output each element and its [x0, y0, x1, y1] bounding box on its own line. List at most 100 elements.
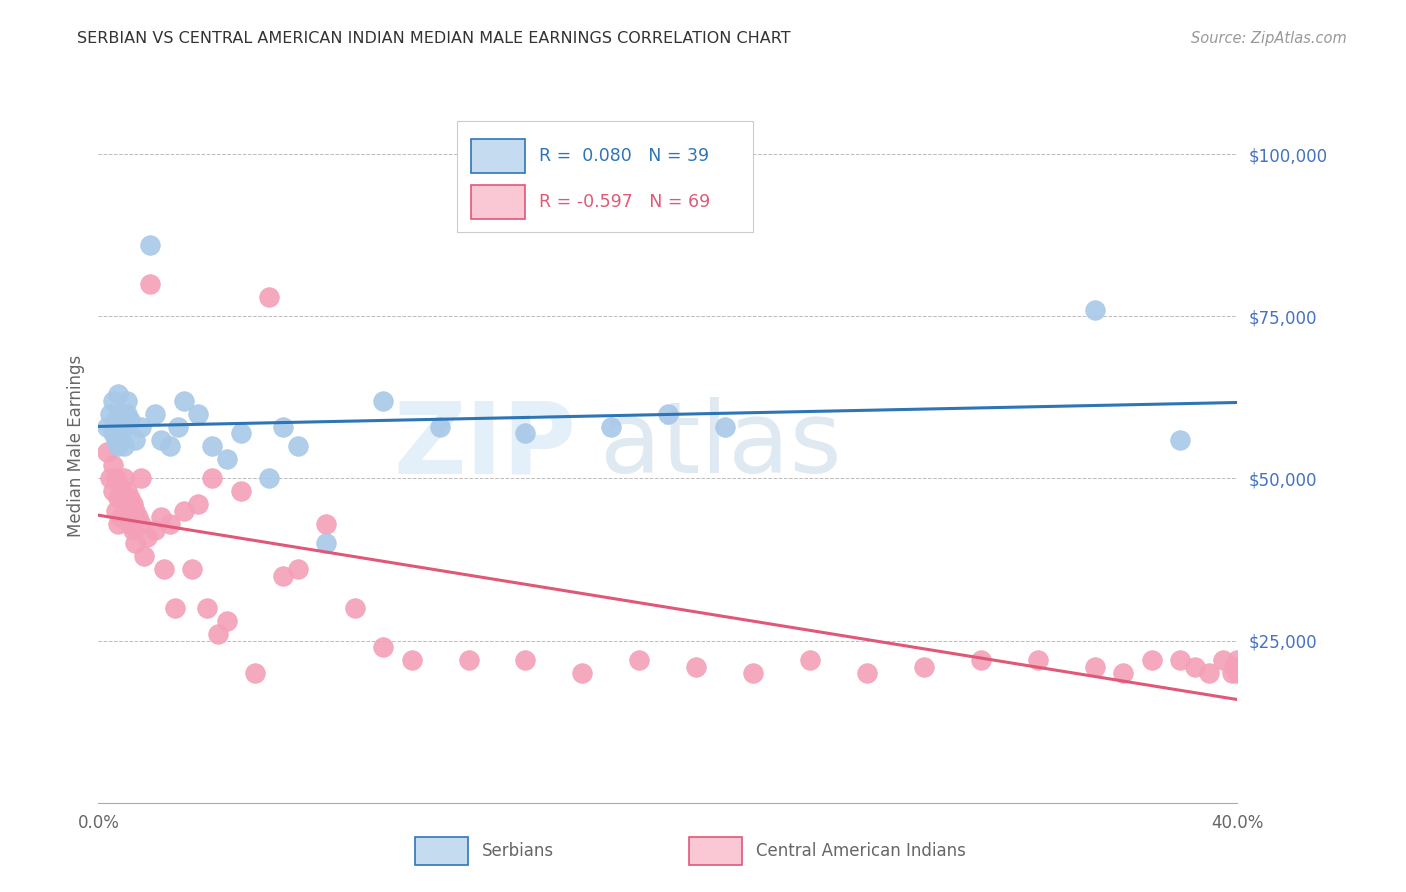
Point [107, 516, 129, 531]
Point [1220, 666, 1243, 681]
Point [912, 659, 935, 673]
Point [159, 516, 181, 531]
Point [129, 516, 152, 531]
Point [343, 601, 366, 615]
Text: SERBIAN VS CENTRAL AMERICAN INDIAN MEDIAN MALE EARNINGS CORRELATION CHART: SERBIAN VS CENTRAL AMERICAN INDIAN MEDIA… [77, 31, 792, 46]
Point [118, 413, 141, 427]
Point [970, 653, 993, 667]
Point [373, 393, 395, 408]
Point [104, 471, 127, 485]
Point [150, 433, 173, 447]
Text: Source: ZipAtlas.com: Source: ZipAtlas.com [1191, 31, 1347, 46]
Point [110, 484, 132, 499]
Point [135, 530, 157, 544]
Point [173, 393, 195, 408]
Point [195, 601, 218, 615]
Point [657, 407, 679, 421]
Point [173, 504, 195, 518]
Point [145, 524, 167, 538]
Point [138, 277, 160, 291]
Point [101, 484, 124, 499]
Point [856, 666, 879, 681]
Point [515, 425, 537, 440]
Point [799, 653, 821, 667]
Point [714, 419, 737, 434]
Point [201, 471, 224, 485]
Point [1184, 659, 1206, 673]
Point [118, 516, 141, 531]
Point [207, 627, 229, 641]
Point [104, 504, 127, 518]
Text: atlas: atlas [599, 398, 841, 494]
Text: R = -0.597   N = 69: R = -0.597 N = 69 [538, 193, 710, 211]
Point [159, 439, 181, 453]
Point [115, 393, 138, 408]
Point [110, 407, 132, 421]
Point [315, 536, 337, 550]
Point [115, 510, 138, 524]
Point [124, 504, 146, 518]
Point [1084, 302, 1107, 317]
Point [187, 497, 209, 511]
Point [243, 666, 266, 681]
Point [1212, 653, 1234, 667]
Point [259, 290, 281, 304]
Point [273, 419, 295, 434]
Point [1170, 653, 1192, 667]
Point [401, 653, 423, 667]
Point [628, 653, 651, 667]
Point [124, 536, 146, 550]
Point [600, 419, 623, 434]
Point [129, 419, 152, 434]
Point [138, 238, 160, 252]
Point [104, 433, 127, 447]
Text: R =  0.080   N = 39: R = 0.080 N = 39 [538, 147, 709, 165]
Point [165, 601, 187, 615]
Point [457, 653, 479, 667]
Point [273, 568, 295, 582]
Point [129, 471, 152, 485]
Point [742, 666, 765, 681]
Point [685, 659, 707, 673]
Point [229, 425, 252, 440]
Text: ZIP: ZIP [394, 398, 576, 494]
Point [1112, 666, 1135, 681]
Point [315, 516, 337, 531]
Point [107, 491, 129, 505]
Point [515, 653, 537, 667]
Y-axis label: Median Male Earnings: Median Male Earnings [66, 355, 84, 537]
Point [104, 413, 127, 427]
Point [215, 452, 238, 467]
FancyBboxPatch shape [457, 121, 754, 232]
Point [101, 425, 124, 440]
Point [429, 419, 451, 434]
FancyBboxPatch shape [471, 185, 526, 219]
Point [121, 524, 143, 538]
Point [187, 407, 209, 421]
Point [215, 614, 238, 628]
Point [181, 562, 204, 576]
Point [115, 407, 138, 421]
Point [1084, 659, 1107, 673]
Point [96, 419, 118, 434]
Text: Serbians: Serbians [482, 842, 554, 860]
Point [1198, 666, 1220, 681]
Point [1026, 653, 1049, 667]
Point [132, 549, 155, 564]
Point [96, 445, 118, 459]
Point [287, 439, 309, 453]
Point [112, 419, 135, 434]
Point [287, 562, 309, 576]
Point [1170, 433, 1192, 447]
Point [121, 497, 143, 511]
Point [145, 407, 167, 421]
Point [1223, 659, 1246, 673]
Point [115, 484, 138, 499]
Point [112, 439, 135, 453]
Point [229, 484, 252, 499]
Point [1140, 653, 1163, 667]
Point [118, 491, 141, 505]
Point [107, 387, 129, 401]
Point [112, 471, 135, 485]
Point [153, 562, 176, 576]
